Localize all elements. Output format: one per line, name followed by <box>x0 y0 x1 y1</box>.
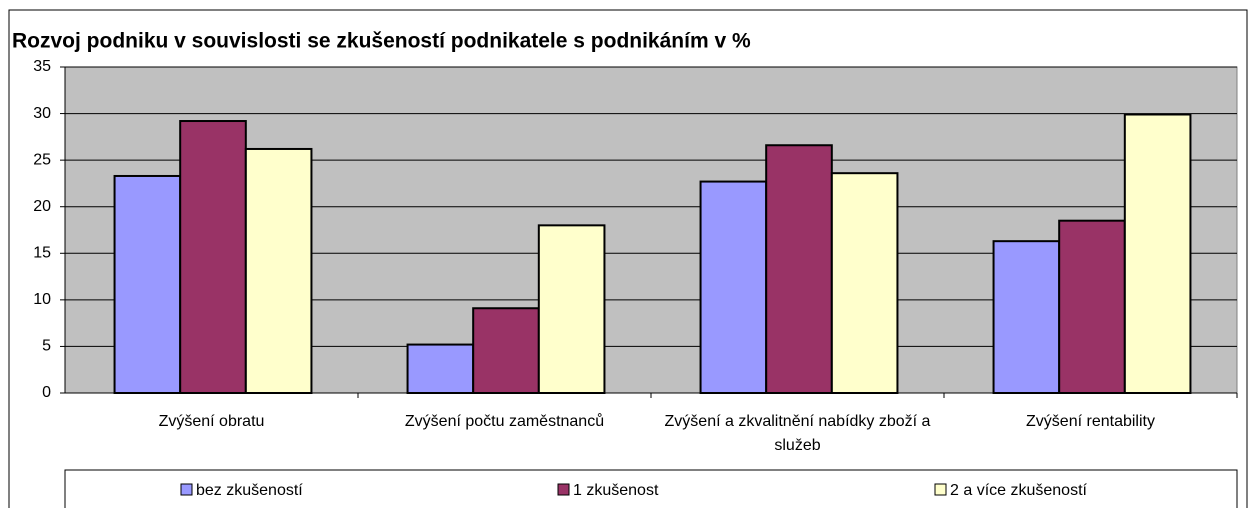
y-tick-label: 15 <box>33 245 51 262</box>
y-tick-label: 0 <box>42 384 51 401</box>
legend-swatch <box>557 483 570 496</box>
legend-label: bez zkušeností <box>196 482 303 499</box>
y-tick-label: 5 <box>42 338 51 355</box>
bar <box>472 307 540 394</box>
bar <box>1058 219 1126 394</box>
bar <box>765 144 833 394</box>
legend-swatch <box>934 483 947 496</box>
x-tick-label: Zvýšení počtu zaměstnanců <box>404 413 605 430</box>
bar <box>537 224 606 394</box>
bar <box>1123 113 1192 394</box>
legend-label: 2 a více zkušeností <box>950 482 1088 499</box>
bar <box>244 147 313 394</box>
bar <box>406 343 475 394</box>
legend <box>64 469 1238 508</box>
y-tick-label: 25 <box>33 151 51 168</box>
chart-title: Rozvoj podniku v souvislosti se zkušenos… <box>12 30 751 53</box>
x-tick-label: Zvýšení obratu <box>158 413 265 430</box>
bar <box>113 174 182 394</box>
y-tick-label: 30 <box>33 105 51 122</box>
bar <box>699 180 768 394</box>
y-tick-label: 10 <box>33 291 51 308</box>
legend-swatch <box>180 483 193 496</box>
x-tick-label: Zvýšení rentability <box>1026 413 1155 430</box>
x-tick-label: Zvýšení a zkvalitnění nabídky zboží a sl… <box>664 413 931 454</box>
bar <box>179 120 247 394</box>
bar <box>992 240 1061 394</box>
y-tick-label: 20 <box>33 198 51 215</box>
legend-label: 1 zkušenost <box>573 482 659 499</box>
bar <box>830 172 899 394</box>
y-tick-label: 35 <box>33 58 51 75</box>
